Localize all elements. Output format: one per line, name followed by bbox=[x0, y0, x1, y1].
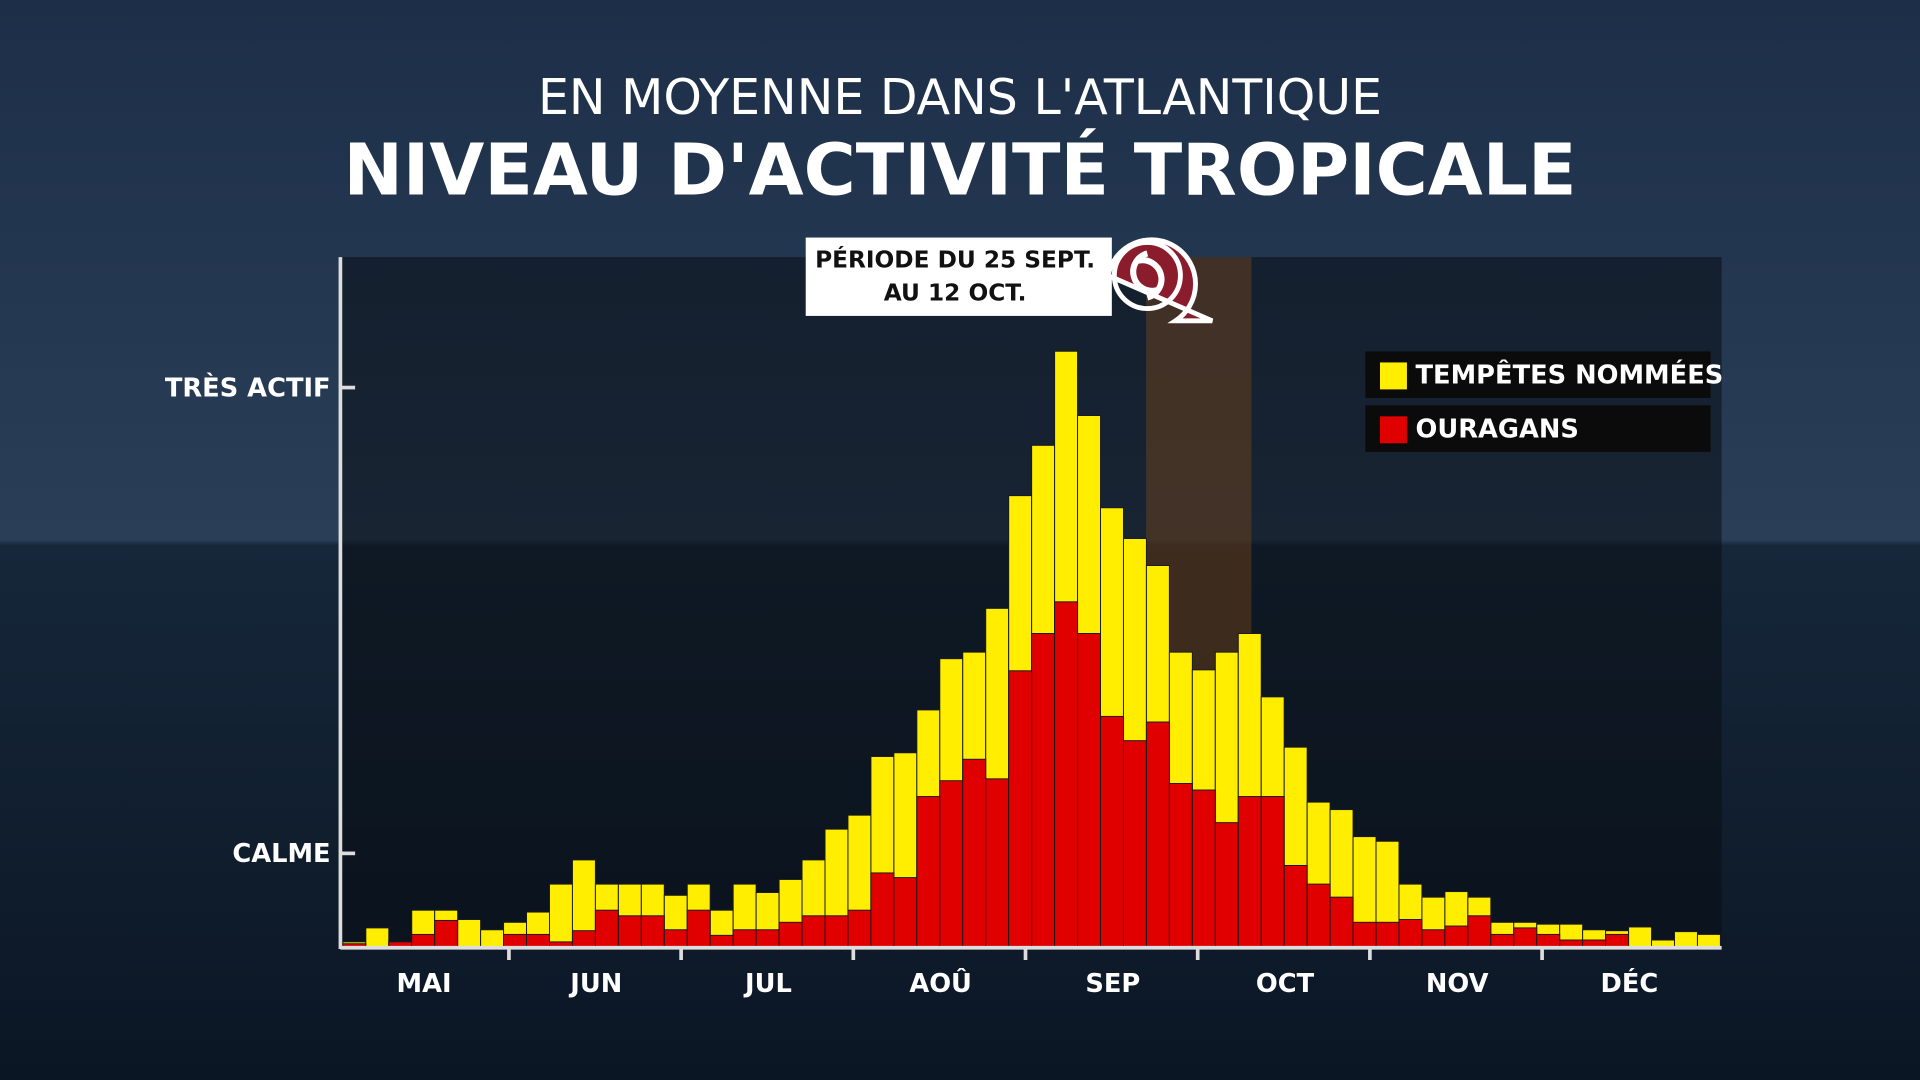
bar bbox=[755, 929, 780, 948]
bar bbox=[1260, 796, 1285, 948]
bar bbox=[480, 929, 505, 948]
bar bbox=[1513, 927, 1538, 948]
x-tick-label: JUL bbox=[743, 969, 792, 999]
x-tick-label: SEP bbox=[1085, 969, 1140, 999]
bar bbox=[365, 927, 390, 948]
bar bbox=[1651, 939, 1675, 948]
legend-box bbox=[1365, 405, 1711, 452]
bar bbox=[1536, 933, 1561, 948]
x-tick-label: JUN bbox=[568, 969, 622, 999]
bar bbox=[1490, 933, 1515, 948]
bar bbox=[1306, 883, 1331, 948]
bar bbox=[1628, 926, 1653, 948]
bar bbox=[916, 796, 941, 948]
bar bbox=[1444, 925, 1469, 948]
legend-label: TEMPÊTES NOMMÉES bbox=[1416, 358, 1724, 390]
bar bbox=[1696, 933, 1721, 948]
x-tick-label: AOÛ bbox=[909, 967, 972, 999]
x-tick-label: MAI bbox=[397, 969, 452, 999]
bar bbox=[1031, 633, 1056, 948]
bar bbox=[388, 941, 413, 948]
bar bbox=[1077, 633, 1101, 948]
bar bbox=[1283, 864, 1308, 948]
annotation: AU 12 OCT. bbox=[884, 279, 1027, 306]
bar bbox=[1168, 783, 1193, 948]
bar bbox=[1329, 896, 1354, 948]
legend-box bbox=[1365, 351, 1711, 398]
bar bbox=[457, 919, 482, 948]
bar bbox=[824, 915, 849, 948]
bar bbox=[847, 909, 872, 948]
bar bbox=[870, 872, 895, 948]
bar bbox=[1352, 921, 1377, 948]
legend: TEMPÊTES NOMMÉES OURAGANS bbox=[1365, 351, 1724, 452]
bar bbox=[1375, 921, 1400, 948]
bar bbox=[503, 933, 528, 948]
y-tick-label: CALME bbox=[232, 839, 330, 869]
bar bbox=[709, 934, 734, 948]
subtitle: EN MOYENNE DANS L'ATLANTIQUE bbox=[538, 69, 1382, 126]
bar bbox=[1605, 933, 1630, 948]
bar bbox=[1398, 919, 1423, 948]
bar bbox=[1191, 789, 1216, 948]
bar bbox=[1122, 740, 1147, 948]
bar bbox=[1100, 715, 1124, 948]
bars bbox=[342, 350, 1721, 948]
hurricane-icon bbox=[1105, 237, 1214, 324]
y-tick-label: TRÈS ACTIF bbox=[165, 371, 331, 403]
x-tick-label: NOV bbox=[1426, 969, 1489, 999]
bar bbox=[663, 929, 688, 948]
annotation-box bbox=[805, 237, 1112, 316]
bar bbox=[1054, 601, 1079, 948]
bar bbox=[549, 941, 573, 948]
bar bbox=[434, 919, 459, 948]
bar bbox=[1214, 822, 1239, 948]
title: NIVEAU D'ACTIVITÉ TROPICALE bbox=[344, 129, 1577, 212]
bar bbox=[1559, 939, 1584, 948]
bar bbox=[939, 780, 964, 948]
bar bbox=[594, 909, 619, 948]
bar bbox=[1467, 915, 1492, 948]
bar bbox=[893, 877, 918, 948]
legend-swatch bbox=[1380, 362, 1407, 390]
bar bbox=[962, 758, 987, 948]
x-tick-label: OCT bbox=[1256, 969, 1315, 999]
bar bbox=[778, 921, 803, 948]
bar bbox=[1421, 929, 1446, 948]
bar bbox=[526, 933, 550, 948]
bar bbox=[617, 915, 642, 948]
bar bbox=[1145, 721, 1170, 948]
bar bbox=[1582, 939, 1607, 948]
bar bbox=[686, 909, 711, 948]
legend-label: OURAGANS bbox=[1416, 414, 1579, 444]
bar bbox=[1008, 670, 1033, 948]
annotation: PÉRIODE DU 25 SEPT. bbox=[815, 245, 1095, 273]
bar bbox=[411, 933, 436, 948]
x-tick-label: DÉC bbox=[1601, 967, 1659, 999]
bar bbox=[985, 778, 1010, 948]
bar bbox=[571, 930, 596, 948]
legend-swatch bbox=[1380, 416, 1407, 444]
bar bbox=[549, 883, 573, 948]
bar bbox=[801, 915, 826, 948]
bar bbox=[1674, 931, 1698, 948]
bar bbox=[640, 915, 665, 948]
bar bbox=[1237, 796, 1262, 948]
bar bbox=[732, 929, 757, 948]
